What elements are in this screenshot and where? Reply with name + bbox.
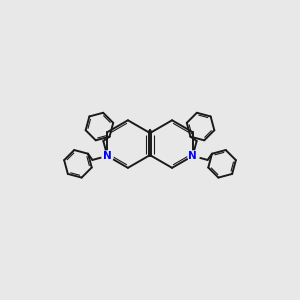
Text: N: N bbox=[188, 151, 197, 161]
Text: N: N bbox=[103, 151, 112, 161]
